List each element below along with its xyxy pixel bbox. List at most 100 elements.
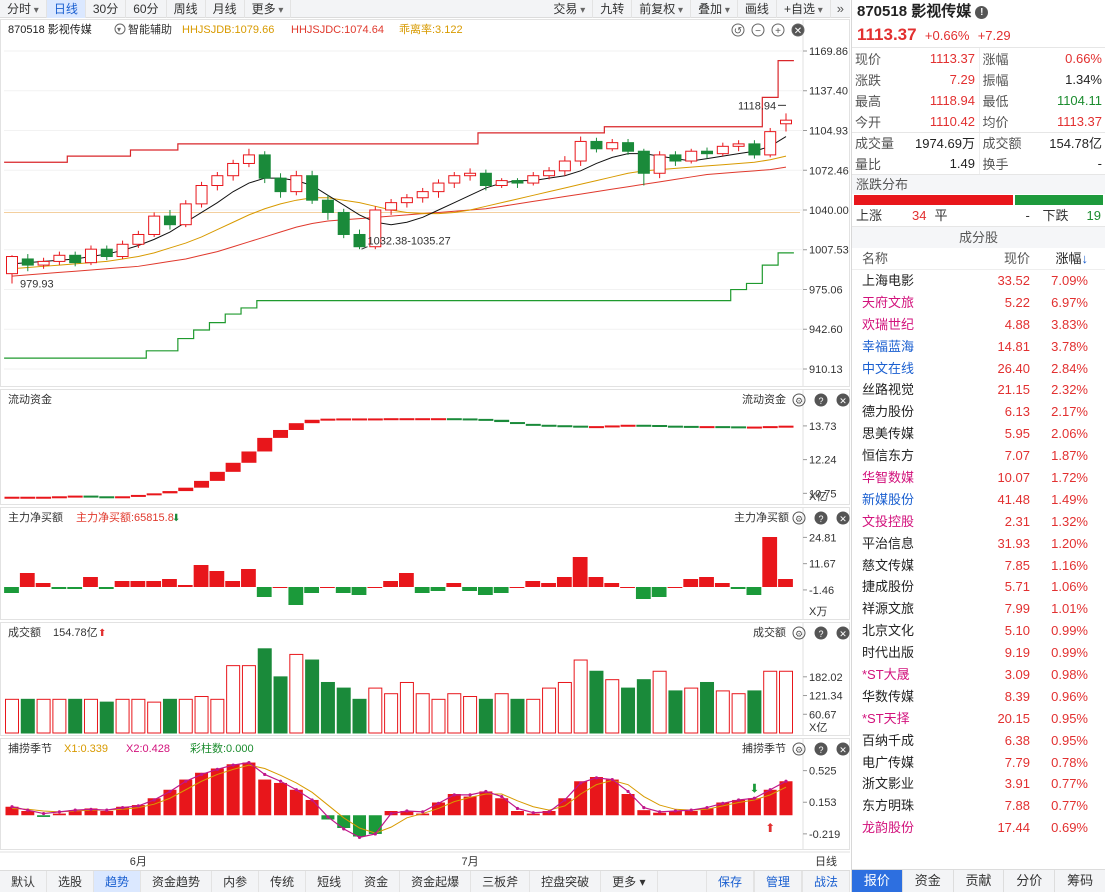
constituent-row[interactable]: 电广传媒 7.79 0.78% [852, 752, 1105, 774]
toolbar-tool-button-3[interactable]: 叠加 [691, 0, 738, 18]
toolbar-period-button-5[interactable]: 月线 [206, 0, 245, 18]
flow-title-right: 流动资金 [742, 392, 786, 406]
indicator-action-2[interactable]: 战法 [801, 870, 850, 892]
indicator-action-0[interactable]: 保存 [705, 870, 754, 892]
header-price[interactable]: 现价 [1003, 251, 1030, 266]
constituent-row[interactable]: 祥源文旅 7.99 1.01% [852, 598, 1105, 620]
constituent-row[interactable]: 新媒股份 41.48 1.49% [852, 489, 1105, 511]
quote-tab-4[interactable]: 筹码 [1055, 870, 1105, 892]
constituent-row[interactable]: 文投控股 2.31 1.32% [852, 511, 1105, 533]
constituent-row[interactable]: 北京文化 5.10 0.99% [852, 620, 1105, 642]
toolbar-tool-button-0[interactable]: 交易 [546, 0, 594, 18]
constituent-row[interactable]: *ST天择 20.15 0.95% [852, 708, 1105, 730]
indicator-tab-10[interactable]: 控盘突破 [530, 870, 602, 892]
constituent-row[interactable]: 思美传媒 5.95 2.06% [852, 423, 1105, 445]
candle-body [274, 177, 287, 193]
constituent-pct: 0.77% [1051, 776, 1088, 792]
net-bar [620, 587, 635, 588]
kline-chart[interactable]: 870518 影视传媒 ▾ 智能辅助 HHJSJDB:1079.66 HHJSJDC:1… [0, 19, 850, 870]
indicator-tab-6[interactable]: 短线 [306, 870, 354, 892]
toolbar-period-button-1[interactable]: 日线 [46, 0, 86, 18]
indicator-tab-8[interactable]: 资金起爆 [400, 870, 472, 892]
flow-bar [746, 426, 762, 429]
constituent-row[interactable]: *ST大晟 3.09 0.98% [852, 664, 1105, 686]
volume-bar [447, 693, 462, 734]
chart-area[interactable]: 870518 影视传媒 ▾ 智能辅助 HHJSJDB:1079.66 HHJSJDC:1… [0, 19, 850, 870]
quote-tab-3[interactable]: 分价 [1004, 870, 1056, 892]
season-x1-dot [468, 793, 472, 797]
season-x1-dot [26, 808, 30, 812]
constituent-row[interactable]: 百纳千成 6.38 0.95% [852, 730, 1105, 752]
candle-body [116, 243, 129, 258]
constituent-row[interactable]: 浙文影业 3.91 0.77% [852, 773, 1105, 795]
header-pct-label: 涨幅 [1055, 251, 1082, 266]
quote-value: 1118.94 [929, 93, 975, 108]
indicator-bias: 乖离率:3.122 [399, 22, 463, 36]
indicator-tab-9[interactable]: 三板斧 [471, 870, 531, 892]
toolbar-period-button-4[interactable]: 周线 [167, 0, 206, 18]
season-x1-line [11, 761, 787, 838]
constituent-row[interactable]: 德力股份 6.13 2.17% [852, 401, 1105, 423]
toolbar-tool-button-4[interactable]: 画线 [738, 0, 777, 18]
indicator-tab-0[interactable]: 默认 [0, 870, 48, 892]
toolbar-period-button-0[interactable]: 分时 [0, 0, 47, 18]
toolbar-period-button-6[interactable]: 更多 [245, 0, 292, 18]
constituent-row[interactable]: 中文在线 26.40 2.84% [852, 358, 1105, 380]
indicator-tab-4[interactable]: 内参 [212, 870, 260, 892]
net-bar [572, 557, 588, 587]
constituent-row[interactable]: 恒信东方 7.07 1.87% [852, 445, 1105, 467]
period-selector: 分时日线30分60分周线月线更多 [0, 0, 292, 18]
volume-bar [178, 698, 193, 734]
header-name[interactable]: 名称 [862, 251, 889, 266]
constituents-list: 上海电影 33.52 7.09% 天府文旅 5.22 6.97% 欢瑞世纪 4.88 3.83%… [852, 270, 1105, 839]
constituent-row[interactable]: 时代出版 9.19 0.99% [852, 642, 1105, 664]
indicator-tab-11[interactable]: 更多 ▾ [601, 870, 658, 892]
toolbar-tool-button-1[interactable]: 九转 [593, 0, 633, 18]
toolbar-tool-button-2[interactable]: 前复权 [632, 0, 692, 18]
constituent-row[interactable]: 上海电影 33.52 7.09% [852, 270, 1105, 292]
info-icon[interactable]: ! [975, 5, 989, 19]
header-pct[interactable]: 涨幅↓ [1030, 248, 1100, 269]
season-x1-dot [389, 811, 393, 816]
quote-label: 均价 [979, 111, 1030, 133]
flow-bar [162, 491, 178, 494]
quote-tab-2[interactable]: 贡献 [954, 870, 1005, 892]
constituent-price: 7.79 [1004, 754, 1030, 770]
candle-body [337, 211, 350, 235]
constituent-row[interactable]: 丝路视觉 21.15 2.32% [852, 379, 1105, 401]
vol-tick-label: 182.02 [809, 672, 843, 684]
constituent-row[interactable]: 慈文传媒 7.85 1.16% [852, 555, 1105, 577]
indicator-tab-1[interactable]: 选股 [47, 870, 95, 892]
constituent-pct: 3.83% [1051, 316, 1088, 332]
quote-tab-1[interactable]: 资金 [903, 870, 954, 892]
indicator-tab-5[interactable]: 传统 [259, 870, 307, 892]
toolbar-period-button-3[interactable]: 60分 [126, 0, 167, 18]
constituent-row[interactable]: 平治信息 31.93 1.20% [852, 533, 1105, 555]
up-count: 34 [912, 208, 927, 223]
vol-icon-bg-0 [792, 626, 806, 640]
constituent-row[interactable]: 捷成股份 5.71 1.06% [852, 576, 1105, 598]
collapse-panel-icon[interactable]: » [836, 1, 844, 16]
constituent-row[interactable]: 华数传媒 8.39 0.96% [852, 686, 1105, 708]
indicator-action-1[interactable]: 管理 [753, 870, 802, 892]
candle-body [606, 142, 619, 150]
net-title-right: 主力净买额 [734, 510, 789, 524]
toolbar-period-button-2[interactable]: 30分 [86, 0, 127, 18]
constituent-price: 5.95 [1004, 426, 1030, 442]
constituent-row[interactable]: 幸福蓝海 14.81 3.78% [852, 336, 1105, 358]
toolbar-tool-button-5[interactable]: +自选 [777, 0, 831, 18]
constituent-row[interactable]: 龙韵股份 17.44 0.69% [852, 817, 1105, 839]
quote-tab-0[interactable]: 报价 [852, 870, 903, 892]
constituent-row[interactable]: 欢瑞世纪 4.88 3.83% [852, 314, 1105, 336]
indicator-tab-3[interactable]: 资金趋势 [141, 870, 213, 892]
constituent-row[interactable]: 天府文旅 5.22 6.97% [852, 292, 1105, 314]
constituent-row[interactable]: 东方明珠 7.88 0.77% [852, 795, 1105, 817]
candle-body [653, 154, 666, 174]
net-bar [604, 583, 620, 587]
season-bar [732, 799, 746, 816]
indicator-tab-2[interactable]: 趋势 [94, 870, 142, 892]
indicator-tab-7[interactable]: 资金 [353, 870, 401, 892]
panel-frame-flow [0, 389, 850, 505]
constituent-row[interactable]: 华智数媒 10.07 1.72% [852, 467, 1105, 489]
flow-bar [652, 424, 668, 427]
